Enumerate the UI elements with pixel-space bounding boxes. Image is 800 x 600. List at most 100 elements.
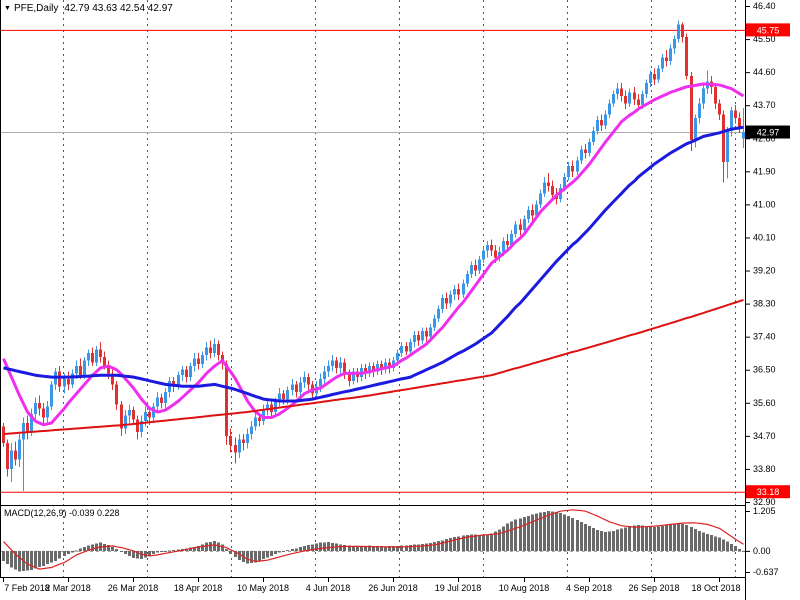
candle-body xyxy=(343,362,346,374)
macd-histogram-bar xyxy=(742,550,745,553)
candle-body xyxy=(649,73,652,84)
macd-histogram-bar xyxy=(319,542,322,551)
macd-histogram-bar xyxy=(514,519,517,551)
candle-body xyxy=(274,400,277,412)
macd-histogram-bar xyxy=(115,549,118,551)
date-label: 19 Jul 2018 xyxy=(435,583,482,593)
macd-histogram-bar xyxy=(172,550,175,552)
candle-body xyxy=(111,373,114,385)
price-tick-label: 45.50 xyxy=(753,34,776,44)
candle-body xyxy=(229,435,232,446)
macd-histogram-bar xyxy=(168,550,171,552)
candle-body xyxy=(616,88,619,95)
macd-histogram-bar xyxy=(291,549,294,551)
candle-body xyxy=(217,344,220,356)
macd-histogram-bar xyxy=(669,524,672,551)
candle-body xyxy=(234,445,237,453)
candle-body xyxy=(633,92,636,100)
candle-body xyxy=(95,349,98,363)
macd-histogram-bar xyxy=(140,550,143,560)
price-tick-label: 33.80 xyxy=(753,464,776,474)
candle-body xyxy=(462,283,465,295)
candle-body xyxy=(592,130,595,142)
macd-histogram-bar xyxy=(596,530,599,551)
candle-body xyxy=(225,364,228,436)
candle-body xyxy=(698,103,701,119)
date-label: 26 Mar 2018 xyxy=(108,583,159,593)
macd-histogram-bar xyxy=(103,543,106,551)
price-tick-label: 37.40 xyxy=(753,332,776,342)
macd-histogram-bar xyxy=(2,550,5,561)
macd-histogram-bar xyxy=(376,545,379,551)
macd-histogram-bar xyxy=(453,536,456,551)
macd-histogram-bar xyxy=(405,545,408,551)
macd-histogram-bar xyxy=(18,550,21,572)
macd-histogram-bar xyxy=(567,516,570,551)
candle-body xyxy=(246,434,249,444)
candle-body xyxy=(2,426,5,444)
ma-long-line xyxy=(3,298,744,435)
candle-body xyxy=(474,265,477,271)
macd-histogram-bar xyxy=(710,535,713,551)
candle-body xyxy=(291,384,294,390)
macd-histogram-bar xyxy=(551,511,554,551)
macd-histogram-bar xyxy=(608,531,611,551)
candle-body xyxy=(665,57,668,62)
macd-histogram-bar xyxy=(83,546,86,551)
candle-body xyxy=(221,355,224,363)
quote-ohlc-values: 42.79 43.63 42.54 42.97 xyxy=(64,3,173,14)
candle-body xyxy=(690,75,693,141)
time-axis[interactable] xyxy=(0,578,745,600)
candle-body xyxy=(83,360,86,376)
hline-upper-badge-label: 45.75 xyxy=(757,25,780,35)
candle-body xyxy=(523,219,526,231)
macd-histogram-bar xyxy=(563,514,566,551)
candle-body xyxy=(641,94,644,106)
macd-histogram-bar xyxy=(160,550,163,552)
macd-histogram-bar xyxy=(58,550,61,559)
candle-body xyxy=(372,366,375,372)
macd-histogram-bar xyxy=(588,526,591,551)
date-label: 18 Oct 2018 xyxy=(691,583,740,593)
price-axis[interactable] xyxy=(746,0,800,600)
macd-histogram-bar xyxy=(380,546,383,551)
candle-body xyxy=(46,406,49,418)
candle-body xyxy=(519,224,522,231)
candle-body xyxy=(396,353,399,361)
macd-histogram-bar xyxy=(246,550,249,564)
macd-histogram-bar xyxy=(189,547,192,551)
macd-histogram-bar xyxy=(494,531,497,551)
macd-histogram-bar xyxy=(42,550,45,566)
macd-histogram-bar xyxy=(702,532,705,551)
candle-body xyxy=(384,362,387,370)
candle-body xyxy=(63,378,66,387)
candle-body xyxy=(388,362,391,368)
candle-body xyxy=(335,360,338,368)
macd-histogram-bar xyxy=(209,541,212,551)
macd-histogram-bar xyxy=(10,550,13,568)
macd-histogram-bar xyxy=(213,540,216,551)
candle-body xyxy=(543,182,546,194)
macd-histogram-bar xyxy=(510,521,513,551)
macd-histogram-bar xyxy=(543,511,546,551)
macd-histogram-bar xyxy=(164,550,167,552)
macd-histogram-bar xyxy=(30,550,33,571)
price-tick-label: 36.50 xyxy=(753,365,776,375)
macd-histogram-bar xyxy=(523,517,526,551)
candle-body xyxy=(445,298,448,304)
macd-histogram-bar xyxy=(555,511,558,551)
symbol-dropdown-icon[interactable]: ▼ xyxy=(4,5,11,12)
macd-histogram-bar xyxy=(417,544,420,551)
candle-body xyxy=(441,298,444,310)
candle-body xyxy=(299,382,302,392)
candle-body xyxy=(405,345,408,352)
main-plot-area[interactable] xyxy=(0,0,745,505)
candle-body xyxy=(470,265,473,275)
macd-histogram-bar xyxy=(238,550,241,561)
macd-histogram-bar xyxy=(266,550,269,558)
macd-histogram-bar xyxy=(600,531,603,551)
candle-body xyxy=(213,344,216,354)
candle-body xyxy=(278,393,281,401)
macd-histogram-bar xyxy=(633,525,636,551)
